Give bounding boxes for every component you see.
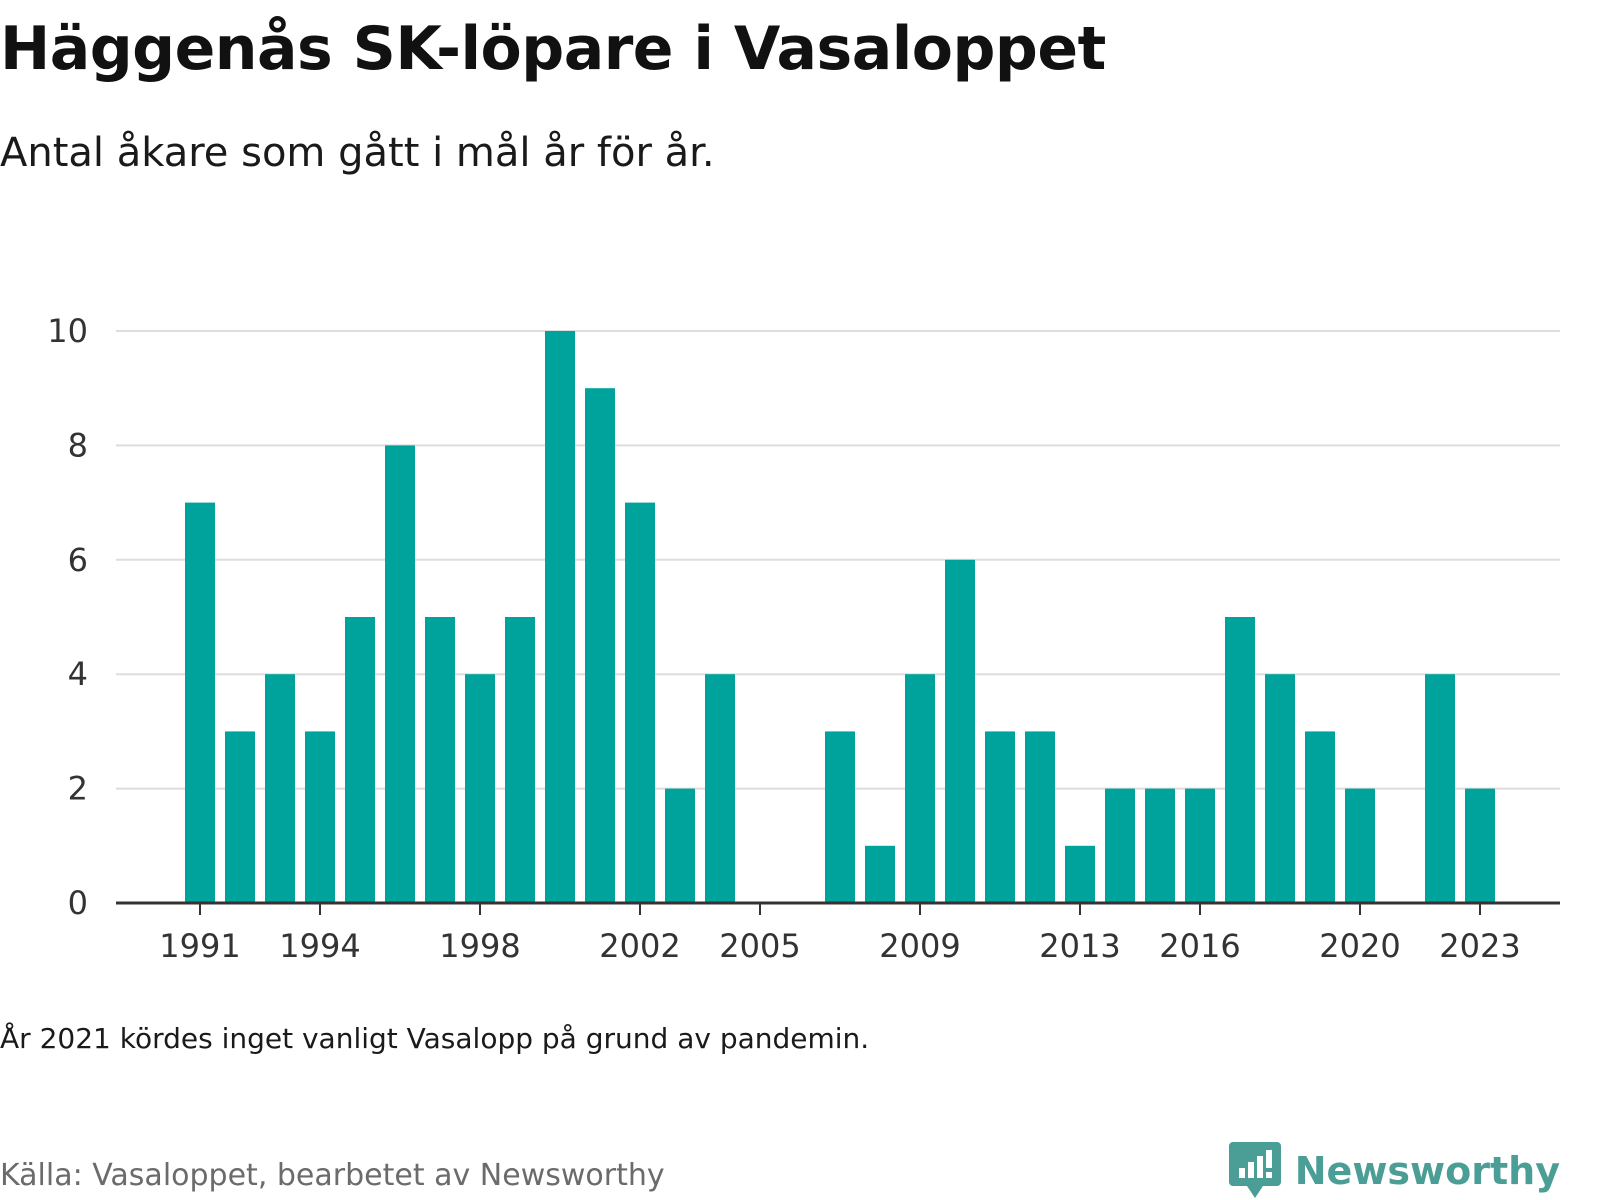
y-tick-label: 8	[68, 426, 88, 464]
x-tick-label: 2016	[1159, 927, 1240, 965]
x-tick-label: 2009	[879, 927, 960, 965]
bar	[1265, 674, 1295, 903]
bar	[1065, 845, 1095, 903]
x-tick-label: 2023	[1439, 927, 1520, 965]
bar	[1225, 617, 1255, 903]
x-tick-label: 1991	[159, 927, 240, 965]
x-tick-label: 1998	[439, 927, 520, 965]
bar	[465, 674, 495, 903]
source-text: Källa: Vasaloppet, bearbetet av Newswort…	[0, 1158, 665, 1193]
bar	[305, 731, 335, 903]
x-tick-labels: 1991 1994 1998 2002 2005 2009 2013 2016 2020 2023	[159, 927, 1520, 965]
bar	[665, 788, 695, 903]
brand-logo: Newsworthy	[1228, 1142, 1560, 1200]
bar	[985, 731, 1015, 903]
bar	[1145, 788, 1175, 903]
bar	[385, 445, 415, 903]
bar	[1025, 731, 1055, 903]
bar	[185, 502, 215, 903]
bar	[1105, 788, 1135, 903]
newsworthy-logo-icon	[1228, 1142, 1281, 1198]
bar-chart: 0 2 4 6 8 10 1991 1994 1998 2002 2005 2009 2013 2016…	[47, 312, 1560, 965]
bar	[825, 731, 855, 903]
bar	[545, 331, 575, 903]
bar	[1185, 788, 1215, 903]
bar	[585, 388, 615, 903]
y-tick-label: 10	[47, 312, 88, 350]
bar	[1345, 788, 1375, 903]
bar	[1425, 674, 1455, 903]
x-tick-label: 2005	[719, 927, 800, 965]
grid-lines	[116, 330, 1560, 790]
bar	[905, 674, 935, 903]
bar	[705, 674, 735, 903]
bar	[1465, 788, 1495, 903]
bar	[265, 674, 295, 903]
bar	[945, 559, 975, 903]
x-tick-label: 2002	[599, 927, 680, 965]
x-tick-label: 2013	[1039, 927, 1120, 965]
chart-title: Häggenås SK-löpare i Vasaloppet	[0, 14, 1106, 84]
bar	[865, 845, 895, 903]
y-tick-labels: 0 2 4 6 8 10	[47, 312, 88, 922]
bar	[625, 502, 655, 903]
brand-name: Newsworthy	[1294, 1149, 1560, 1193]
y-tick-label: 4	[68, 655, 88, 693]
chart-note: År 2021 kördes inget vanligt Vasalopp på…	[0, 1022, 870, 1055]
y-tick-label: 0	[68, 884, 88, 922]
chart-subtitle: Antal åkare som gått i mål år för år.	[0, 130, 715, 176]
bar	[505, 617, 535, 903]
bar	[345, 617, 375, 903]
bar	[1305, 731, 1335, 903]
x-axis	[116, 901, 1560, 915]
bar	[425, 617, 455, 903]
x-tick-label: 2020	[1319, 927, 1400, 965]
y-tick-label: 2	[68, 770, 88, 808]
y-tick-label: 6	[68, 541, 88, 579]
bar	[225, 731, 255, 903]
bars	[185, 331, 1495, 903]
x-tick-label: 1994	[279, 927, 360, 965]
